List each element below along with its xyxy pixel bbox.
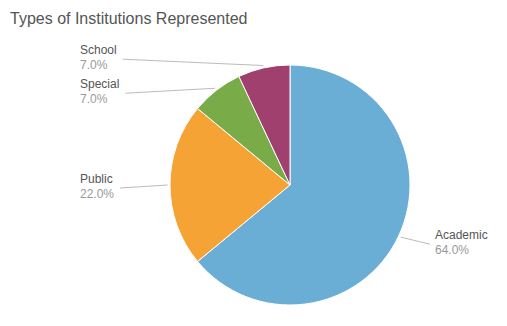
title: Types of Institutions Represented xyxy=(10,10,247,27)
leader-line xyxy=(120,185,168,188)
slice xyxy=(239,65,290,185)
slice-label: Special xyxy=(80,77,119,91)
slice-label: Public xyxy=(80,172,113,186)
slice-label: Academic xyxy=(435,228,488,242)
data-label: 7.0% xyxy=(80,58,108,72)
leader-lines xyxy=(120,59,430,244)
leader-line xyxy=(123,59,264,65)
chart: Types of Institutions Represented Academi… xyxy=(0,0,507,326)
data-label: 7.0% xyxy=(80,92,108,106)
leader-line xyxy=(125,88,215,93)
pie: Academic64.0%Public22.0%Special7.0%Schoo… xyxy=(80,43,488,305)
leader-line xyxy=(401,237,430,244)
slice-label: School xyxy=(80,43,117,57)
data-label: 22.0% xyxy=(80,187,114,201)
labels: Academic64.0%Public22.0%Special7.0%Schoo… xyxy=(80,43,488,257)
data-label: 64.0% xyxy=(435,243,469,257)
